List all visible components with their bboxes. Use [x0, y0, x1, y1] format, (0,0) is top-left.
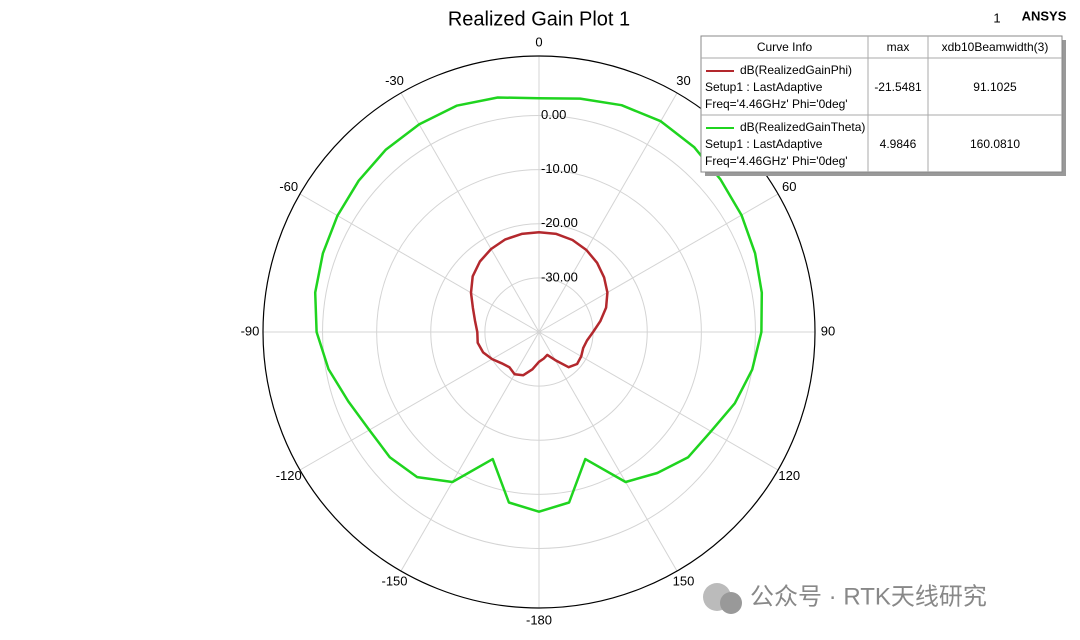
- legend-max: 4.9846: [880, 137, 917, 151]
- angle-tick-label: -180: [526, 612, 552, 627]
- chart-title: Realized Gain Plot 1: [448, 8, 630, 30]
- legend-setup: Setup1 : LastAdaptive: [705, 137, 823, 151]
- series-line: [469, 230, 609, 377]
- outer-circle: [262, 55, 816, 609]
- legend-header: max: [887, 40, 910, 54]
- spoke: [538, 193, 779, 333]
- legend-box: [700, 35, 1063, 173]
- legend: Curve Info max xdb10Beamwidth(3) dB(Realize…: [700, 35, 1066, 176]
- legend-beamwidth: 160.0810: [970, 137, 1020, 151]
- grid-ring: [322, 115, 756, 549]
- angle-tick-label: 0: [535, 34, 542, 49]
- spoke: [538, 331, 678, 572]
- angle-tick-label: -90: [241, 323, 260, 338]
- angle-tick-label: 120: [778, 468, 800, 483]
- r-tick-label: -20.00: [541, 215, 578, 230]
- legend-freq: Freq='4.46GHz' Phi='0deg': [705, 97, 848, 111]
- legend-max: -21.5481: [874, 80, 922, 94]
- page-number: 1: [993, 10, 1000, 25]
- legend-header: Curve Info: [757, 40, 813, 54]
- angle-tick-label: 150: [673, 574, 695, 589]
- grid-ring: [376, 169, 702, 495]
- watermark: 公众号 · RTK天线研究: [750, 583, 987, 610]
- grid-ring: [430, 223, 648, 441]
- angle-tick-label: 30: [676, 73, 690, 88]
- legend-freq: Freq='4.46GHz' Phi='0deg': [705, 154, 848, 168]
- angle-tick-label: 90: [821, 323, 835, 338]
- legend-setup: Setup1 : LastAdaptive: [705, 80, 823, 94]
- angle-tick-label: -150: [381, 574, 407, 589]
- angle-tick-label: 60: [782, 179, 796, 194]
- r-tick-label: 0.00: [541, 107, 566, 122]
- watermark-icon: [703, 583, 742, 614]
- spoke: [299, 193, 540, 333]
- spoke: [400, 331, 540, 572]
- brand: ANSYS: [1022, 8, 1067, 23]
- r-tick-label: -30.00: [541, 269, 578, 284]
- angle-tick-label: -60: [279, 179, 298, 194]
- spoke: [538, 92, 678, 333]
- legend-beamwidth: 91.1025: [973, 80, 1017, 94]
- spoke: [299, 331, 540, 471]
- legend-header: xdb10Beamwidth(3): [942, 40, 1049, 54]
- angle-tick-label: -120: [276, 468, 302, 483]
- angle-tick-label: -30: [385, 73, 404, 88]
- legend-name: dB(RealizedGainPhi): [740, 63, 852, 77]
- spoke: [538, 331, 779, 471]
- legend-name: dB(RealizedGainTheta): [740, 120, 865, 134]
- series-line: [313, 96, 764, 513]
- spoke: [400, 92, 540, 333]
- r-tick-label: -10.00: [541, 161, 578, 176]
